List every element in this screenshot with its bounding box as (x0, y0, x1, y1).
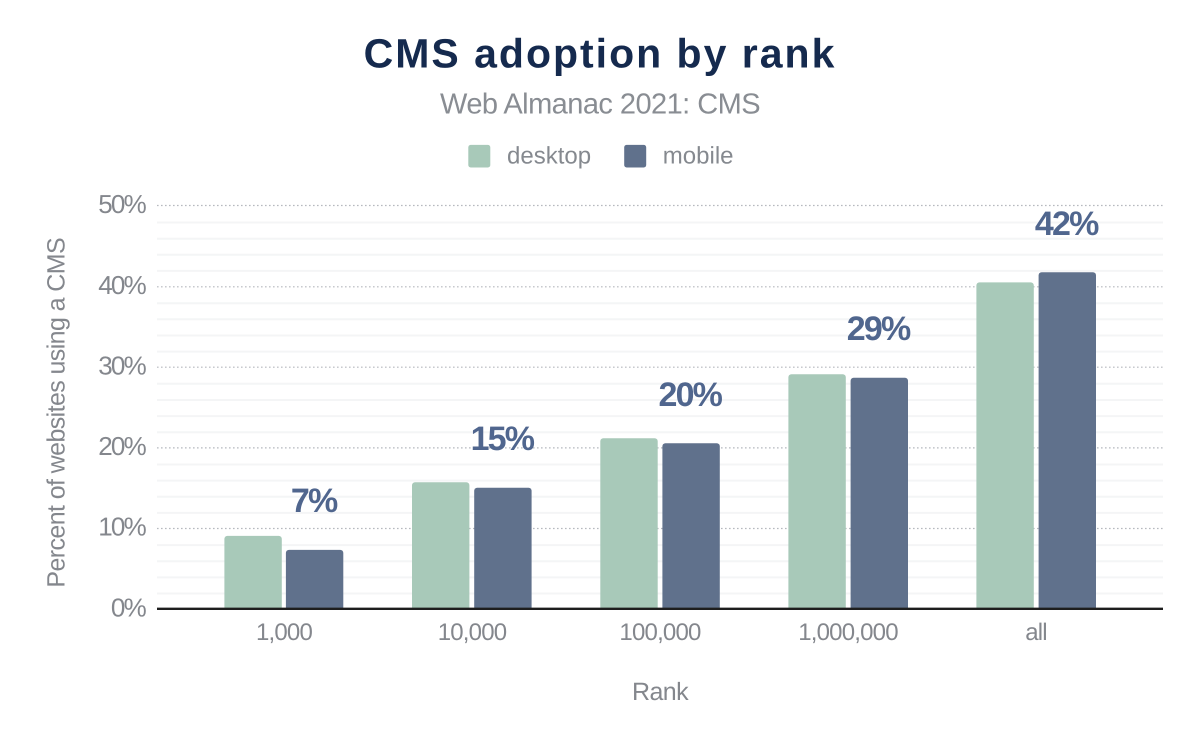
svg-text:50%: 50% (98, 189, 146, 219)
svg-text:15%: 15% (471, 420, 535, 458)
svg-text:20%: 20% (98, 431, 146, 461)
svg-text:Web Almanac 2021: CMS: Web Almanac 2021: CMS (440, 88, 760, 120)
svg-text:1,000: 1,000 (256, 619, 313, 646)
svg-text:desktop: desktop (507, 143, 591, 170)
svg-text:Percent of websites using a CM: Percent of websites using a CMS (43, 238, 71, 588)
svg-text:all: all (1025, 619, 1047, 646)
svg-text:10,000: 10,000 (438, 619, 507, 646)
svg-text:100,000: 100,000 (619, 619, 701, 646)
svg-text:7%: 7% (291, 482, 338, 520)
svg-text:mobile: mobile (663, 143, 734, 170)
svg-text:0%: 0% (111, 592, 147, 622)
svg-text:42%: 42% (1035, 205, 1099, 243)
svg-text:40%: 40% (98, 270, 146, 300)
svg-text:CMS adoption by rank: CMS adoption by rank (364, 31, 837, 77)
svg-text:20%: 20% (658, 376, 722, 414)
svg-text:Rank: Rank (632, 678, 689, 706)
svg-text:29%: 29% (847, 310, 911, 348)
svg-text:1,000,000: 1,000,000 (798, 619, 898, 646)
svg-text:10%: 10% (98, 512, 146, 542)
svg-text:30%: 30% (98, 350, 146, 380)
